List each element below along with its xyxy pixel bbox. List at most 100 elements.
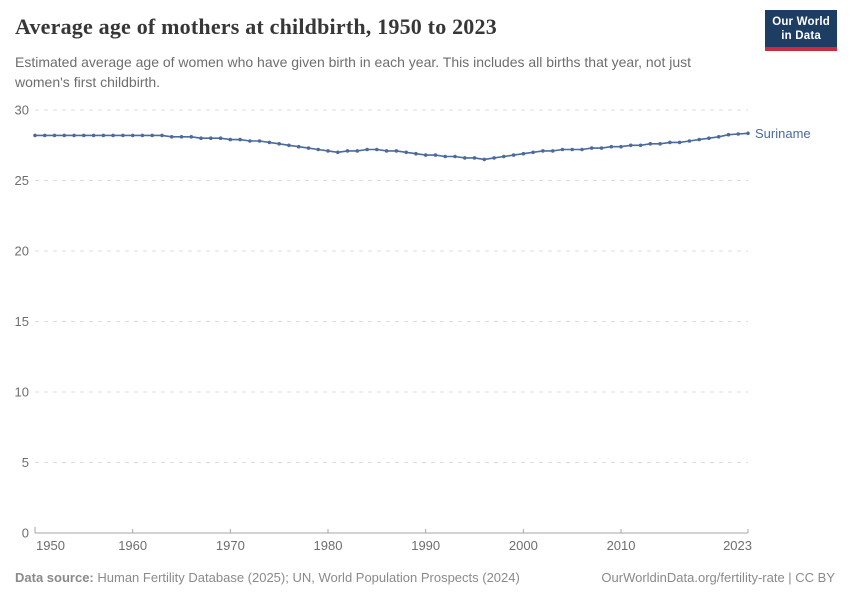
- data-point[interactable]: [746, 131, 750, 136]
- data-point[interactable]: [111, 133, 115, 138]
- data-point[interactable]: [638, 143, 643, 148]
- data-point[interactable]: [189, 135, 194, 139]
- data-point[interactable]: [91, 133, 96, 138]
- entity-label[interactable]: Suriname: [755, 126, 811, 141]
- x-tick-label: 1980: [314, 538, 343, 553]
- data-point[interactable]: [492, 156, 496, 160]
- data-point[interactable]: [169, 135, 174, 139]
- data-point[interactable]: [550, 149, 555, 153]
- data-point[interactable]: [531, 150, 535, 155]
- data-point[interactable]: [121, 133, 125, 138]
- data-point[interactable]: [619, 144, 623, 149]
- data-point[interactable]: [707, 136, 711, 140]
- data-point[interactable]: [570, 147, 574, 152]
- data-point[interactable]: [218, 136, 223, 140]
- data-point[interactable]: [502, 154, 506, 159]
- data-point[interactable]: [287, 143, 291, 148]
- x-tick-label: 2000: [509, 538, 538, 553]
- data-point[interactable]: [629, 143, 633, 148]
- data-point[interactable]: [521, 151, 526, 156]
- data-point[interactable]: [677, 140, 682, 145]
- data-point[interactable]: [599, 146, 604, 150]
- data-point[interactable]: [160, 133, 164, 138]
- data-point[interactable]: [716, 135, 721, 139]
- y-tick-label: 0: [22, 526, 29, 541]
- y-tick-label: 5: [22, 455, 29, 470]
- data-point[interactable]: [62, 133, 67, 138]
- data-point[interactable]: [414, 151, 418, 156]
- data-point[interactable]: [365, 147, 369, 152]
- data-point[interactable]: [423, 153, 428, 157]
- y-tick-label: 10: [15, 385, 29, 400]
- data-source-label: Data source:: [15, 570, 94, 585]
- x-tick-label: 1990: [411, 538, 440, 553]
- data-point[interactable]: [463, 156, 467, 160]
- license-link[interactable]: OurWorldinData.org/fertility-rate | CC B…: [601, 570, 835, 585]
- data-point[interactable]: [72, 133, 76, 138]
- chart-title: Average age of mothers at childbirth, 19…: [15, 14, 497, 39]
- data-point[interactable]: [355, 149, 360, 153]
- data-point[interactable]: [277, 142, 282, 146]
- data-point[interactable]: [82, 133, 86, 138]
- data-point[interactable]: [580, 147, 584, 152]
- data-point[interactable]: [296, 144, 301, 149]
- data-point[interactable]: [101, 133, 106, 138]
- data-point[interactable]: [736, 132, 740, 136]
- data-point[interactable]: [697, 137, 701, 142]
- x-tick-label: 2010: [607, 538, 636, 553]
- data-source-note: Data source: Human Fertility Database (2…: [15, 570, 520, 585]
- data-point[interactable]: [433, 153, 438, 157]
- data-point[interactable]: [560, 147, 565, 152]
- x-tick-label: 1950: [36, 538, 65, 553]
- chart-footer: Data source: Human Fertility Database (2…: [15, 570, 835, 585]
- y-tick-label: 25: [15, 173, 29, 188]
- data-point[interactable]: [306, 146, 311, 150]
- data-point[interactable]: [326, 149, 330, 153]
- data-point[interactable]: [52, 133, 57, 138]
- data-point[interactable]: [345, 149, 350, 153]
- owid-logo: Our World in Data: [765, 10, 837, 51]
- data-point[interactable]: [199, 136, 203, 140]
- data-point[interactable]: [511, 153, 516, 157]
- data-point[interactable]: [668, 140, 672, 145]
- data-point[interactable]: [248, 139, 252, 143]
- data-point[interactable]: [267, 140, 272, 145]
- owid-logo-line2: in Data: [781, 30, 821, 42]
- data-point[interactable]: [394, 149, 399, 153]
- data-point[interactable]: [404, 150, 409, 155]
- data-point[interactable]: [541, 149, 545, 153]
- data-point[interactable]: [472, 156, 477, 160]
- y-tick-label: 20: [15, 244, 29, 259]
- x-tick-label: 2023: [723, 538, 752, 553]
- data-point[interactable]: [238, 137, 242, 142]
- data-point[interactable]: [209, 136, 213, 140]
- data-point[interactable]: [336, 150, 340, 155]
- x-tick-label: 1970: [216, 538, 245, 553]
- data-point[interactable]: [648, 142, 653, 146]
- data-point[interactable]: [589, 146, 594, 150]
- data-point[interactable]: [443, 154, 448, 159]
- data-point[interactable]: [609, 144, 614, 149]
- data-point[interactable]: [384, 149, 389, 153]
- owid-logo-line1: Our World: [772, 16, 830, 28]
- data-point[interactable]: [130, 133, 135, 138]
- data-point[interactable]: [33, 133, 37, 138]
- data-point[interactable]: [316, 147, 321, 152]
- y-tick-label: 15: [15, 314, 29, 329]
- data-point[interactable]: [140, 133, 145, 138]
- x-tick-label: 1960: [118, 538, 147, 553]
- data-point[interactable]: [150, 133, 154, 138]
- data-point[interactable]: [658, 142, 662, 146]
- data-point[interactable]: [228, 137, 233, 142]
- line-chart[interactable]: 0 5 10 15 20 25 30 1950 1960 1970 1980 1990 2000 2010…: [0, 95, 850, 570]
- data-point[interactable]: [482, 157, 487, 162]
- chart-subtitle: Estimated average age of women who have …: [15, 54, 692, 90]
- data-point[interactable]: [726, 132, 731, 137]
- data-point[interactable]: [687, 139, 692, 143]
- data-point[interactable]: [453, 154, 457, 159]
- data-point[interactable]: [375, 147, 379, 152]
- data-source-text: Human Fertility Database (2025); UN, Wor…: [97, 570, 520, 585]
- data-point[interactable]: [179, 135, 184, 139]
- data-point[interactable]: [43, 133, 47, 138]
- data-point[interactable]: [257, 139, 262, 143]
